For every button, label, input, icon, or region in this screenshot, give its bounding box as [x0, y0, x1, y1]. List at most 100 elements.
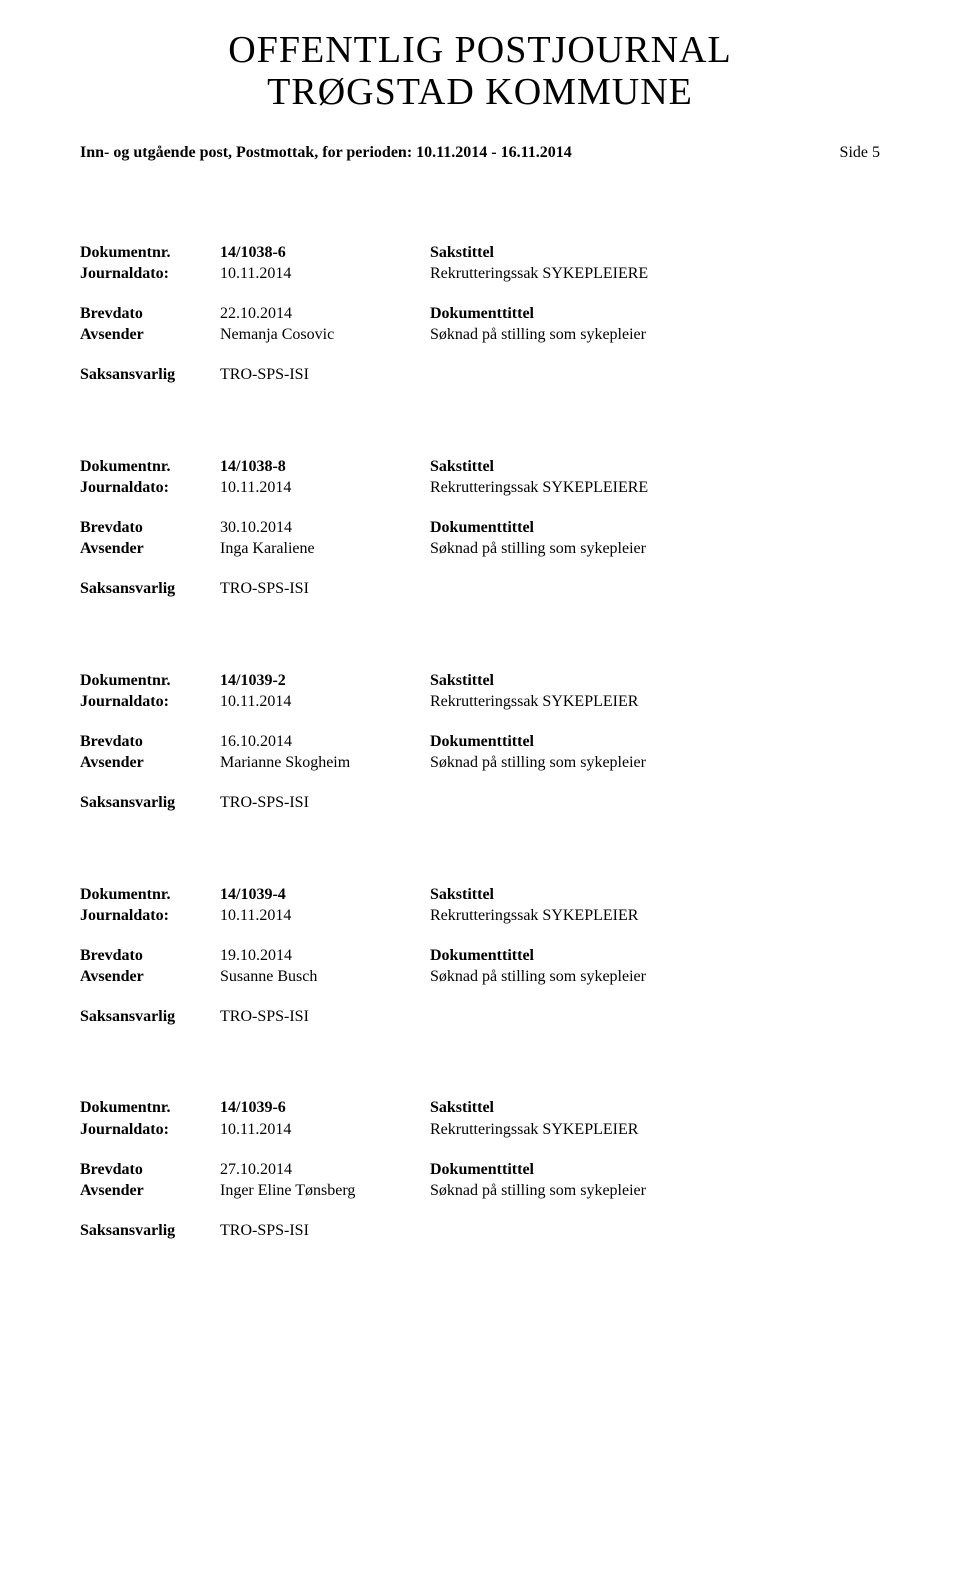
brevdato-value: 19.10.2014 — [220, 945, 430, 967]
sakstittel-text: Rekrutteringssak SYKEPLEIER — [430, 1119, 880, 1141]
saksansvarlig-label: Saksansvarlig — [80, 578, 220, 600]
sakstittel-label: Sakstittel — [430, 456, 880, 478]
dokumentnr-value: 14/1038-8 — [220, 456, 430, 478]
subtitle-text: Inn- og utgående post, Postmottak, for p… — [80, 144, 572, 162]
journal-entry: Dokumentnr. 14/1039-6 Sakstittel Journal… — [80, 1097, 880, 1241]
journaldato-value: 10.11.2014 — [220, 477, 430, 499]
journaldato-label: Journaldato: — [80, 691, 220, 713]
avsender-label: Avsender — [80, 324, 220, 346]
dokumentnr-value: 14/1039-4 — [220, 884, 430, 906]
dokumenttittel-label: Dokumenttittel — [430, 1159, 880, 1181]
saksansvarlig-label: Saksansvarlig — [80, 364, 220, 386]
saksansvarlig-value: TRO-SPS-ISI — [220, 1220, 430, 1242]
brevdato-row: Brevdato 19.10.2014 Dokumenttittel — [80, 945, 880, 967]
dokumenttittel-text: Søknad på stilling som sykepleier — [430, 966, 880, 988]
journal-entry: Dokumentnr. 14/1038-8 Sakstittel Journal… — [80, 456, 880, 600]
journaldato-label: Journaldato: — [80, 1119, 220, 1141]
journaldato-row: Journaldato: 10.11.2014 Rekrutteringssak… — [80, 691, 880, 713]
brevdato-label: Brevdato — [80, 517, 220, 539]
journaldato-row: Journaldato: 10.11.2014 Rekrutteringssak… — [80, 477, 880, 499]
saksansvarlig-label: Saksansvarlig — [80, 1220, 220, 1242]
avsender-label: Avsender — [80, 752, 220, 774]
avsender-label: Avsender — [80, 966, 220, 988]
sakstittel-label: Sakstittel — [430, 884, 880, 906]
dokumenttittel-text: Søknad på stilling som sykepleier — [430, 1180, 880, 1202]
avsender-value: Inger Eline Tønsberg — [220, 1180, 430, 1202]
brevdato-label: Brevdato — [80, 731, 220, 753]
sakstittel-label: Sakstittel — [430, 1097, 880, 1119]
saksansvarlig-value: TRO-SPS-ISI — [220, 364, 430, 386]
avsender-label: Avsender — [80, 538, 220, 560]
avsender-row: Avsender Nemanja Cosovic Søknad på still… — [80, 324, 880, 346]
saksansvarlig-row: Saksansvarlig TRO-SPS-ISI — [80, 364, 880, 386]
journal-entry: Dokumentnr. 14/1039-2 Sakstittel Journal… — [80, 670, 880, 814]
dokumenttittel-text: Søknad på stilling som sykepleier — [430, 752, 880, 774]
dokumenttittel-label: Dokumenttittel — [430, 517, 880, 539]
brevdato-label: Brevdato — [80, 945, 220, 967]
journaldato-value: 10.11.2014 — [220, 691, 430, 713]
brevdato-row: Brevdato 16.10.2014 Dokumenttittel — [80, 731, 880, 753]
dokumenttittel-text: Søknad på stilling som sykepleier — [430, 538, 880, 560]
avsender-row: Avsender Susanne Busch Søknad på stillin… — [80, 966, 880, 988]
dokumentnr-value: 14/1039-2 — [220, 670, 430, 692]
dokumentnr-label: Dokumentnr. — [80, 670, 220, 692]
journaldato-label: Journaldato: — [80, 905, 220, 927]
saksansvarlig-value: TRO-SPS-ISI — [220, 792, 430, 814]
brevdato-label: Brevdato — [80, 303, 220, 325]
sakstittel-text: Rekrutteringssak SYKEPLEIER — [430, 691, 880, 713]
journaldato-value: 10.11.2014 — [220, 263, 430, 285]
journaldato-value: 10.11.2014 — [220, 1119, 430, 1141]
sakstittel-text: Rekrutteringssak SYKEPLEIER — [430, 905, 880, 927]
brevdato-value: 30.10.2014 — [220, 517, 430, 539]
avsender-value: Inga Karaliene — [220, 538, 430, 560]
dokumentnr-row: Dokumentnr. 14/1038-6 Sakstittel — [80, 242, 880, 264]
journal-entry: Dokumentnr. 14/1039-4 Sakstittel Journal… — [80, 884, 880, 1028]
dokumentnr-label: Dokumentnr. — [80, 1097, 220, 1119]
subtitle-row: Inn- og utgående post, Postmottak, for p… — [80, 144, 880, 162]
brevdato-row: Brevdato 27.10.2014 Dokumenttittel — [80, 1159, 880, 1181]
sakstittel-label: Sakstittel — [430, 242, 880, 264]
dokumenttittel-label: Dokumenttittel — [430, 731, 880, 753]
page-number: Side 5 — [840, 144, 880, 162]
brevdato-value: 27.10.2014 — [220, 1159, 430, 1181]
saksansvarlig-row: Saksansvarlig TRO-SPS-ISI — [80, 578, 880, 600]
dokumentnr-label: Dokumentnr. — [80, 242, 220, 264]
page: OFFENTLIG POSTJOURNAL TRØGSTAD KOMMUNE I… — [0, 0, 960, 1587]
journaldato-row: Journaldato: 10.11.2014 Rekrutteringssak… — [80, 905, 880, 927]
dokumentnr-value: 14/1038-6 — [220, 242, 430, 264]
dokumentnr-row: Dokumentnr. 14/1039-6 Sakstittel — [80, 1097, 880, 1119]
saksansvarlig-row: Saksansvarlig TRO-SPS-ISI — [80, 1220, 880, 1242]
saksansvarlig-label: Saksansvarlig — [80, 792, 220, 814]
dokumentnr-value: 14/1039-6 — [220, 1097, 430, 1119]
journaldato-label: Journaldato: — [80, 263, 220, 285]
page-title-line2: TRØGSTAD KOMMUNE — [80, 72, 880, 114]
sakstittel-text: Rekrutteringssak SYKEPLEIERE — [430, 477, 880, 499]
avsender-row: Avsender Inger Eline Tønsberg Søknad på … — [80, 1180, 880, 1202]
saksansvarlig-label: Saksansvarlig — [80, 1006, 220, 1028]
dokumentnr-row: Dokumentnr. 14/1039-2 Sakstittel — [80, 670, 880, 692]
avsender-row: Avsender Inga Karaliene Søknad på stilli… — [80, 538, 880, 560]
journaldato-row: Journaldato: 10.11.2014 Rekrutteringssak… — [80, 263, 880, 285]
journaldato-row: Journaldato: 10.11.2014 Rekrutteringssak… — [80, 1119, 880, 1141]
page-title-line1: OFFENTLIG POSTJOURNAL — [80, 30, 880, 72]
dokumenttittel-label: Dokumenttittel — [430, 303, 880, 325]
avsender-label: Avsender — [80, 1180, 220, 1202]
saksansvarlig-value: TRO-SPS-ISI — [220, 578, 430, 600]
journaldato-label: Journaldato: — [80, 477, 220, 499]
avsender-value: Susanne Busch — [220, 966, 430, 988]
sakstittel-label: Sakstittel — [430, 670, 880, 692]
journal-entry: Dokumentnr. 14/1038-6 Sakstittel Journal… — [80, 242, 880, 386]
dokumentnr-label: Dokumentnr. — [80, 456, 220, 478]
dokumenttittel-label: Dokumenttittel — [430, 945, 880, 967]
avsender-value: Nemanja Cosovic — [220, 324, 430, 346]
avsender-row: Avsender Marianne Skogheim Søknad på sti… — [80, 752, 880, 774]
entries-container: Dokumentnr. 14/1038-6 Sakstittel Journal… — [80, 242, 880, 1242]
dokumentnr-row: Dokumentnr. 14/1038-8 Sakstittel — [80, 456, 880, 478]
brevdato-row: Brevdato 22.10.2014 Dokumenttittel — [80, 303, 880, 325]
dokumenttittel-text: Søknad på stilling som sykepleier — [430, 324, 880, 346]
dokumentnr-row: Dokumentnr. 14/1039-4 Sakstittel — [80, 884, 880, 906]
brevdato-value: 16.10.2014 — [220, 731, 430, 753]
avsender-value: Marianne Skogheim — [220, 752, 430, 774]
saksansvarlig-value: TRO-SPS-ISI — [220, 1006, 430, 1028]
brevdato-label: Brevdato — [80, 1159, 220, 1181]
